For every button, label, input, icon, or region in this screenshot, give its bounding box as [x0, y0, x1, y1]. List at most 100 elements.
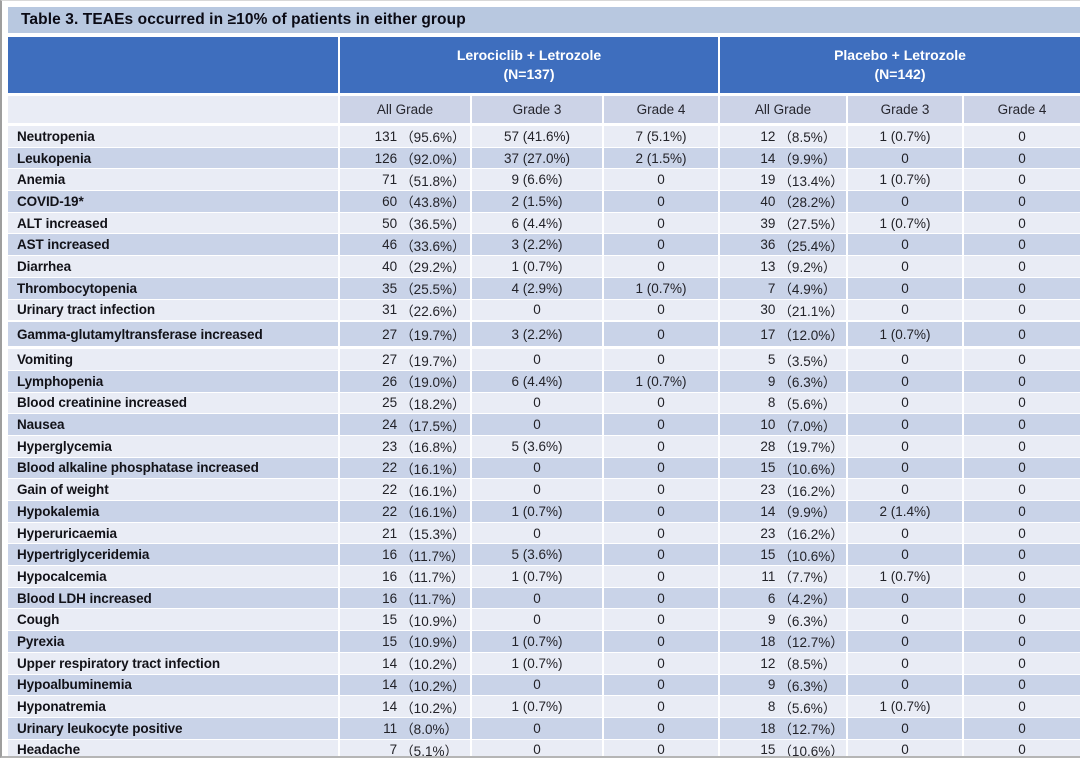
percent-value: （95.6%） — [400, 130, 466, 146]
count-value: 22 — [382, 460, 398, 476]
count-value: 39 — [760, 215, 776, 231]
value-cell: 0 — [604, 256, 718, 277]
value-cell: 9 （6.3%） — [720, 609, 846, 631]
percent-value: （3.5%） — [778, 353, 837, 369]
value-cell: 0 — [848, 739, 962, 756]
count-value: 13 — [760, 258, 776, 274]
value-cell: 0 — [848, 544, 962, 566]
percent-value: （19.7%） — [400, 328, 466, 344]
value-cell: 0 — [848, 435, 962, 457]
value-cell: 21 （15.3%） — [340, 522, 470, 544]
count-value: 15 — [382, 633, 398, 649]
value-cell: 0 — [604, 609, 718, 631]
value-cell: 0 — [604, 191, 718, 212]
percent-value: （8.0%） — [400, 722, 458, 738]
table-title-bar: Table 3. TEAEs occurred in ≥10% of patie… — [8, 7, 1080, 33]
percent-value: （16.1%） — [400, 483, 466, 499]
count-value: 27 — [382, 352, 398, 368]
table-row: Hyperuricaemia 21 （15.3%） 0 0 23 （16.2%） 0 0 — [8, 522, 1080, 544]
value-cell: 0 — [964, 522, 1080, 544]
value-cell: 6 (4.4%) — [472, 212, 602, 234]
percent-value: （51.8%） — [400, 173, 466, 189]
value-cell: 11 （8.0%） — [340, 717, 470, 739]
value-cell: 1 (0.7%) — [472, 631, 602, 652]
ae-name-cell: COVID-19* — [8, 191, 338, 212]
ae-name-cell: Urinary tract infection — [8, 299, 338, 321]
percent-value: （16.1%） — [400, 505, 466, 521]
group-header-placebo: Placebo + Letrozole (N=142) — [720, 37, 1080, 93]
count-value: 8 — [767, 395, 776, 411]
ae-name-cell: AST increased — [8, 234, 338, 256]
value-cell: 2 (1.5%) — [604, 147, 718, 169]
value-cell: 1 (0.7%) — [472, 501, 602, 522]
value-cell: 35 （25.5%） — [340, 277, 470, 299]
value-cell: 0 — [472, 674, 602, 696]
ae-name-cell: Blood LDH increased — [8, 587, 338, 609]
percent-value: （43.8%） — [400, 195, 466, 211]
table-row: Hypocalcemia 16 （11.7%） 1 (0.7%) 0 11 （7.7%） 1 … — [8, 566, 1080, 587]
ae-name-cell: Gain of weight — [8, 479, 338, 500]
value-cell: 0 — [604, 522, 718, 544]
value-cell: 12 （8.5%） — [720, 652, 846, 674]
value-cell: 22 （16.1%） — [340, 501, 470, 522]
count-value: 50 — [382, 215, 398, 231]
count-value: 7 — [389, 742, 398, 758]
value-cell: 10 （7.0%） — [720, 414, 846, 435]
group-n: (N=142) — [874, 66, 926, 82]
count-value: 10 — [760, 417, 776, 433]
value-cell: 0 — [848, 349, 962, 370]
table-row: Cough 15 （10.9%） 0 0 9 （6.3%） 0 0 — [8, 609, 1080, 631]
value-cell: 14 （10.2%） — [340, 652, 470, 674]
value-cell: 126 （92.0%） — [340, 147, 470, 169]
value-cell: 6 (4.4%) — [472, 370, 602, 392]
count-value: 14 — [382, 655, 398, 671]
value-cell: 36 （25.4%） — [720, 234, 846, 256]
value-cell: 0 — [964, 501, 1080, 522]
count-value: 27 — [382, 326, 398, 342]
value-cell: 15 （10.9%） — [340, 631, 470, 652]
value-cell: 0 — [848, 522, 962, 544]
value-cell: 0 — [964, 479, 1080, 500]
value-cell: 23 （16.2%） — [720, 522, 846, 544]
value-cell: 0 — [472, 457, 602, 479]
table-body: Neutropenia 131 （95.6%） 57 (41.6%) 7 (5.1%) 1… — [8, 126, 1080, 758]
value-cell: 0 — [848, 631, 962, 652]
value-cell: 0 — [848, 256, 962, 277]
value-cell: 0 — [472, 299, 602, 321]
value-cell: 0 — [964, 435, 1080, 457]
value-cell: 46 （33.6%） — [340, 234, 470, 256]
count-value: 126 — [374, 150, 398, 166]
value-cell: 0 — [964, 696, 1080, 717]
table-row: Blood alkaline phosphatase increased 22 （1… — [8, 457, 1080, 479]
value-cell: 0 — [964, 147, 1080, 169]
count-value: 15 — [760, 547, 776, 563]
value-cell: 1 (0.7%) — [848, 169, 962, 191]
grade-header-3: All Grade — [720, 96, 846, 123]
ae-name-cell: Diarrhea — [8, 256, 338, 277]
value-cell: 0 — [848, 609, 962, 631]
value-cell: 0 — [964, 392, 1080, 414]
value-cell: 11 （7.7%） — [720, 566, 846, 587]
percent-value: （12.7%） — [778, 722, 844, 738]
value-cell: 1 (0.7%) — [848, 212, 962, 234]
count-value: 9 — [767, 373, 776, 389]
table-row: Neutropenia 131 （95.6%） 57 (41.6%) 7 (5.1%) 1… — [8, 126, 1080, 147]
table-row: Blood creatinine increased 25 （18.2%） 0 0 8 （5… — [8, 392, 1080, 414]
percent-value: （25.5%） — [400, 282, 466, 298]
value-cell: 131 （95.6%） — [340, 126, 470, 147]
count-value: 22 — [382, 482, 398, 498]
percent-value: （33.6%） — [400, 238, 466, 254]
table-row: Gain of weight 22 （16.1%） 0 0 23 （16.2%） 0 0 — [8, 479, 1080, 500]
value-cell: 0 — [472, 479, 602, 500]
percent-value: （21.1%） — [778, 303, 844, 319]
value-cell: 0 — [964, 717, 1080, 739]
count-value: 23 — [760, 525, 776, 541]
count-value: 25 — [382, 395, 398, 411]
ae-name-cell: Blood alkaline phosphatase increased — [8, 457, 338, 479]
table-row: Lymphopenia 26 （19.0%） 6 (4.4%) 1 (0.7%) 9 （6.… — [8, 370, 1080, 392]
ae-name-cell: Hyperuricaemia — [8, 522, 338, 544]
percent-value: （19.7%） — [400, 353, 466, 369]
value-cell: 4 (2.9%) — [472, 277, 602, 299]
value-cell: 0 — [472, 609, 602, 631]
value-cell: 18 （12.7%） — [720, 631, 846, 652]
